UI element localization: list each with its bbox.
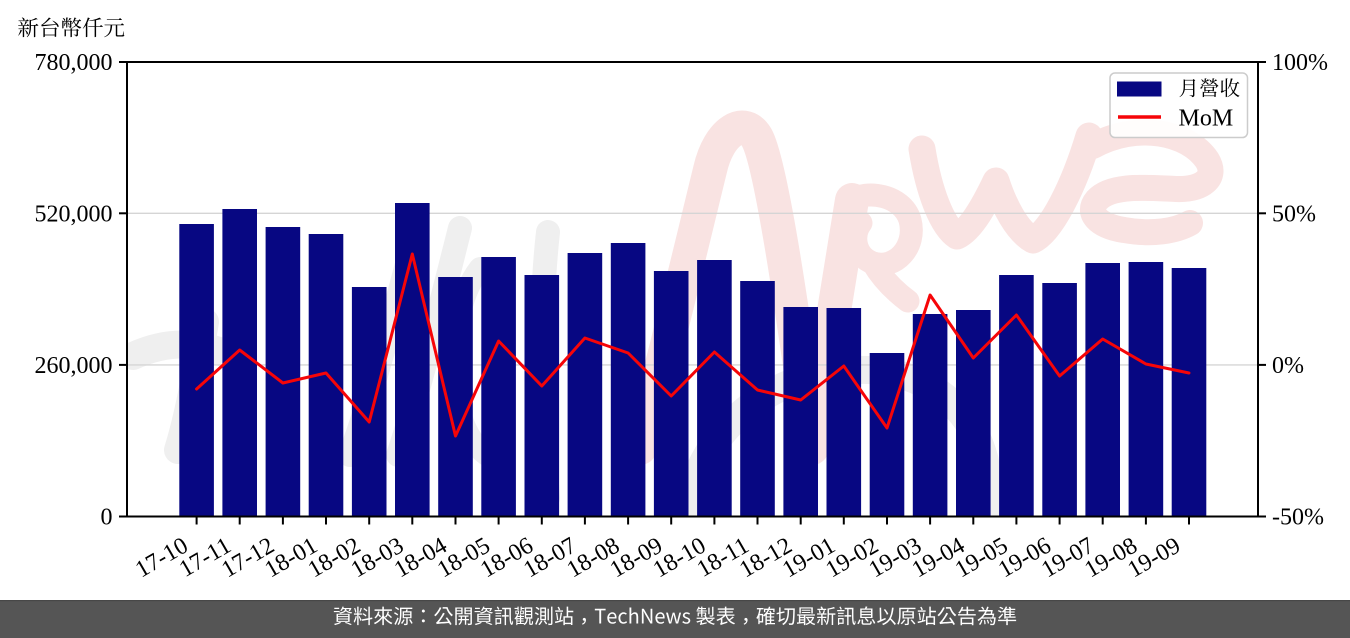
svg-text:780,000: 780,000 <box>35 50 113 76</box>
svg-text:0: 0 <box>101 505 113 531</box>
svg-text:0%: 0% <box>1272 353 1304 379</box>
svg-text:50%: 50% <box>1272 201 1316 227</box>
svg-text:MoM: MoM <box>1179 106 1234 132</box>
svg-text:520,000: 520,000 <box>35 201 113 227</box>
svg-text:100%: 100% <box>1272 50 1328 76</box>
svg-text:-50%: -50% <box>1272 505 1324 531</box>
svg-text:260,000: 260,000 <box>35 353 113 379</box>
